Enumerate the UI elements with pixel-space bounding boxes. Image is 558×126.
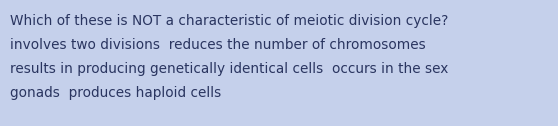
Text: involves two divisions  reduces the number of chromosomes: involves two divisions reduces the numbe…: [10, 38, 426, 52]
Text: gonads  produces haploid cells: gonads produces haploid cells: [10, 86, 222, 100]
Text: Which of these is NOT a characteristic of meiotic division cycle?: Which of these is NOT a characteristic o…: [10, 14, 449, 28]
Text: results in producing genetically identical cells  occurs in the sex: results in producing genetically identic…: [10, 62, 449, 76]
